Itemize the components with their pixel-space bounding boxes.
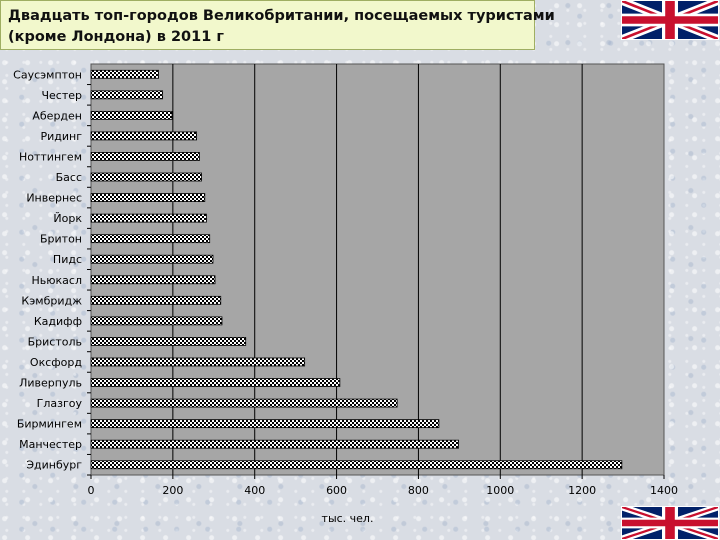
category-label: Кэмбридж <box>21 294 82 307</box>
bar <box>90 110 173 120</box>
chart-title-line1: Двадцать топ-городов Великобритании, пос… <box>8 8 555 24</box>
bar <box>90 90 164 100</box>
category-label: Эдинбург <box>26 459 82 472</box>
x-tick-label: 200 <box>162 484 183 497</box>
bar <box>90 460 623 470</box>
bar <box>90 398 398 408</box>
bar <box>90 193 206 202</box>
bar <box>90 69 159 79</box>
category-label: Манчестер <box>19 438 82 451</box>
category-label: Саусэмптон <box>13 68 82 81</box>
bar-chart: Саусэмптон Честер Аберден Ридинг Ноттингем Ба… <box>13 63 678 525</box>
category-label: Бирмингем <box>17 418 82 431</box>
x-tick-label: 1200 <box>568 484 596 497</box>
bar <box>90 357 306 367</box>
uk-flag-icon <box>621 506 719 540</box>
category-label: Кадифф <box>34 315 82 328</box>
x-tick-label: 800 <box>408 484 429 497</box>
category-label: Ньюкасл <box>32 274 82 287</box>
bar <box>90 316 223 326</box>
bar <box>90 254 214 264</box>
x-axis-title: тыс. чел. <box>322 512 374 525</box>
x-tick-label: 0 <box>88 484 95 497</box>
category-label: Ридинг <box>40 130 82 143</box>
bar <box>90 419 440 429</box>
bar <box>90 131 197 141</box>
chart-title: Двадцать топ-городов Великобритании, пос… <box>0 0 555 50</box>
category-label: Оксфорд <box>30 356 82 369</box>
category-label: Басс <box>56 171 82 184</box>
x-tick-label: 1000 <box>486 484 514 497</box>
category-label: Пидс <box>53 253 82 266</box>
category-label: Бритон <box>40 233 82 246</box>
uk-flag-icon <box>621 0 719 40</box>
bar <box>90 439 459 449</box>
category-label: Инвернес <box>26 192 82 205</box>
category-label: Ливерпуль <box>19 377 82 390</box>
x-tick-label: 1400 <box>650 484 678 497</box>
bar <box>90 152 200 161</box>
bar <box>90 275 216 285</box>
category-label: Йорк <box>53 212 82 225</box>
bar <box>90 337 247 346</box>
chart-title-line2: (кроме Лондона) в 2011 г <box>8 29 224 45</box>
category-label: Ноттингем <box>19 150 82 163</box>
category-label: Аберден <box>32 109 82 122</box>
bar <box>90 234 211 244</box>
bar <box>90 378 341 387</box>
category-label: Бристоль <box>28 335 82 348</box>
x-tick-label: 600 <box>326 484 347 497</box>
plot-area <box>90 63 665 476</box>
category-label: Честер <box>41 89 82 102</box>
x-tick-label: 400 <box>244 484 265 497</box>
bar <box>90 213 207 223</box>
bar <box>90 172 202 182</box>
bar <box>90 295 222 305</box>
category-label: Глазгоу <box>37 397 83 410</box>
